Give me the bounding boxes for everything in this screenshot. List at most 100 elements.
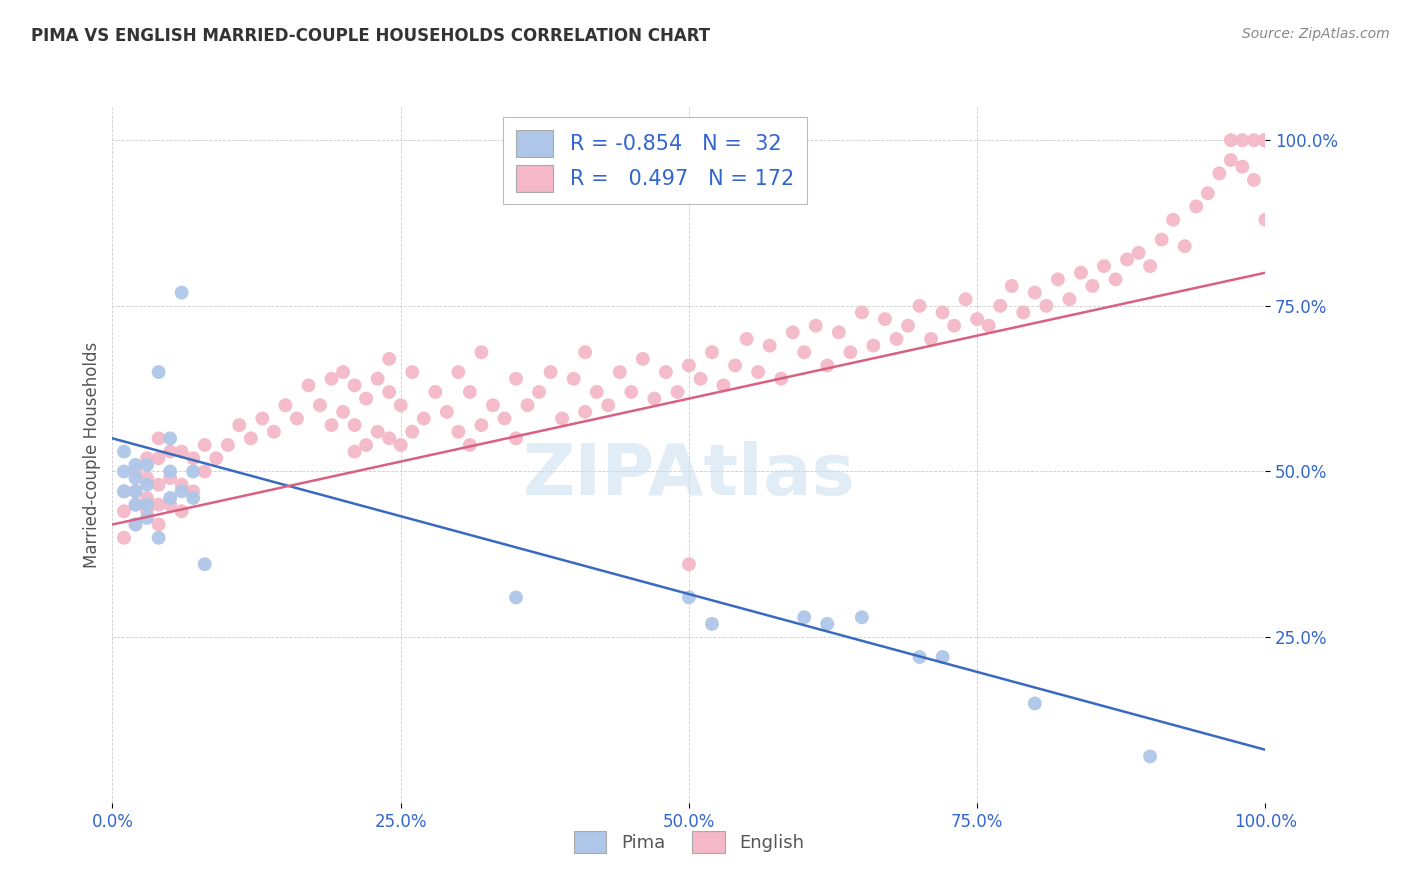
Point bbox=[1035, 299, 1057, 313]
Point bbox=[1254, 133, 1277, 147]
Point bbox=[678, 359, 700, 373]
Point bbox=[136, 491, 159, 505]
Point bbox=[112, 504, 135, 518]
Point bbox=[700, 345, 723, 359]
Point bbox=[516, 398, 538, 412]
Point bbox=[112, 531, 135, 545]
Point bbox=[252, 411, 274, 425]
Point bbox=[551, 411, 574, 425]
Point bbox=[574, 345, 596, 359]
Point bbox=[332, 405, 354, 419]
Point bbox=[181, 451, 204, 466]
Point bbox=[436, 405, 458, 419]
Point bbox=[1219, 153, 1241, 167]
Point bbox=[815, 616, 838, 631]
Point bbox=[112, 484, 135, 499]
Point bbox=[689, 372, 711, 386]
Point bbox=[1254, 133, 1277, 147]
Point bbox=[782, 326, 804, 340]
Point bbox=[1254, 133, 1277, 147]
Point bbox=[804, 318, 827, 333]
Point bbox=[1208, 166, 1230, 180]
Point bbox=[482, 398, 505, 412]
Point bbox=[136, 511, 159, 525]
Point bbox=[1232, 133, 1254, 147]
Point bbox=[666, 384, 689, 399]
Point bbox=[1116, 252, 1139, 267]
Point bbox=[136, 458, 159, 472]
Point bbox=[655, 365, 678, 379]
Point bbox=[181, 484, 204, 499]
Point bbox=[447, 365, 470, 379]
Point bbox=[815, 359, 838, 373]
Point bbox=[159, 491, 181, 505]
Point bbox=[148, 451, 170, 466]
Point bbox=[977, 318, 1000, 333]
Point bbox=[1254, 133, 1277, 147]
Point bbox=[1243, 133, 1265, 147]
Point bbox=[332, 365, 354, 379]
Point bbox=[1254, 133, 1277, 147]
Point bbox=[148, 431, 170, 445]
Point bbox=[1254, 133, 1277, 147]
Point bbox=[931, 305, 953, 319]
Point bbox=[205, 451, 228, 466]
Point bbox=[170, 477, 193, 491]
Point bbox=[1254, 133, 1277, 147]
Point bbox=[112, 444, 135, 458]
Point bbox=[1254, 133, 1277, 147]
Point bbox=[770, 372, 793, 386]
Point bbox=[897, 318, 920, 333]
Point bbox=[1254, 133, 1277, 147]
Point bbox=[124, 517, 146, 532]
Point bbox=[194, 558, 217, 572]
Point bbox=[112, 484, 135, 499]
Point bbox=[574, 405, 596, 419]
Point bbox=[1254, 133, 1277, 147]
Point bbox=[873, 312, 896, 326]
Point bbox=[217, 438, 239, 452]
Point bbox=[678, 558, 700, 572]
Point bbox=[321, 372, 343, 386]
Point bbox=[1185, 199, 1208, 213]
Point bbox=[1254, 133, 1277, 147]
Point bbox=[1197, 186, 1219, 201]
Point bbox=[505, 431, 527, 445]
Point bbox=[343, 378, 366, 392]
Point bbox=[724, 359, 747, 373]
Point bbox=[112, 465, 135, 479]
Point bbox=[170, 484, 193, 499]
Point bbox=[124, 498, 146, 512]
Point bbox=[263, 425, 285, 439]
Point bbox=[713, 378, 735, 392]
Point bbox=[274, 398, 297, 412]
Point bbox=[124, 471, 146, 485]
Point bbox=[828, 326, 851, 340]
Point bbox=[1254, 133, 1277, 147]
Point bbox=[425, 384, 447, 399]
Point bbox=[148, 365, 170, 379]
Point bbox=[378, 384, 401, 399]
Point bbox=[851, 305, 873, 319]
Point bbox=[1024, 285, 1046, 300]
Point bbox=[1024, 697, 1046, 711]
Point bbox=[609, 365, 631, 379]
Point bbox=[136, 498, 159, 512]
Point bbox=[321, 418, 343, 433]
Point bbox=[1254, 133, 1277, 147]
Point bbox=[343, 444, 366, 458]
Point bbox=[908, 299, 931, 313]
Point bbox=[378, 431, 401, 445]
Point bbox=[470, 345, 492, 359]
Point bbox=[1254, 133, 1277, 147]
Point bbox=[124, 458, 146, 472]
Point bbox=[1254, 133, 1277, 147]
Point bbox=[1139, 259, 1161, 273]
Point bbox=[1128, 245, 1150, 260]
Point bbox=[1254, 133, 1277, 147]
Point bbox=[354, 438, 377, 452]
Point bbox=[1232, 160, 1254, 174]
Point bbox=[1059, 292, 1081, 306]
Point bbox=[931, 650, 953, 665]
Point bbox=[170, 504, 193, 518]
